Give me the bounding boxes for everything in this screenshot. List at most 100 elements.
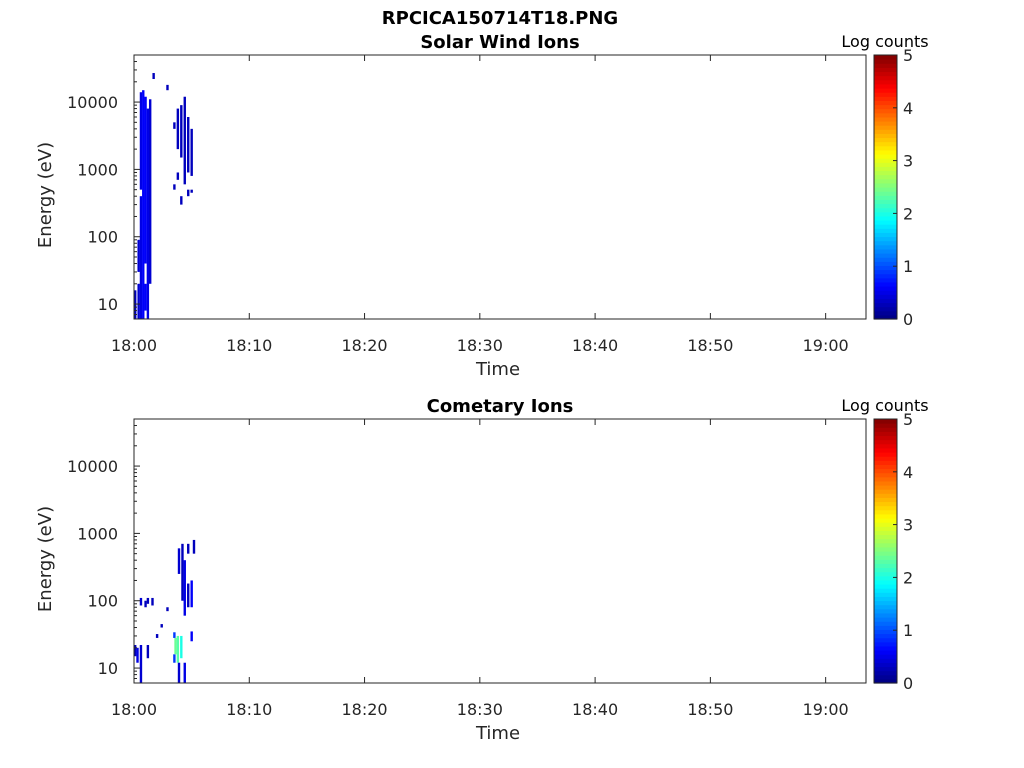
x-tick-label: 18:10 [226,700,272,719]
colorbar-segment [874,100,897,106]
spectrogram-cell [187,583,190,608]
spectrogram-cell [146,597,150,604]
x-tick-label: 19:00 [803,700,849,719]
colorbar-segment [874,286,897,291]
y-tick-label: 10000 [67,457,118,476]
y-tick-label: 100 [87,228,118,247]
colorbar-segment [874,215,897,221]
colorbar-segment [874,579,897,585]
colorbar-segment [874,493,897,498]
colorbar-segment [874,563,897,569]
colorbar-segment [874,658,897,663]
colorbar-segment [874,509,897,515]
x-tick-label: 18:00 [111,336,157,355]
spectrogram-cell [177,662,181,683]
colorbar-segment [874,211,897,217]
colorbar-segment [874,530,897,536]
colorbar-segment [874,261,897,266]
colorbar-segment [874,476,897,482]
spectrogram-cell [137,239,140,272]
colorbar-segment [874,596,897,602]
spectrogram-cell [181,543,184,601]
colorbar-segment [874,431,897,437]
colorbar-segment [874,290,897,295]
spectrogram-cell [190,128,193,176]
colorbar-segment [874,419,897,424]
colorbar-segment [874,464,897,470]
colorbar-segment [874,170,897,176]
colorbar-segment [874,116,897,122]
colorbar-segment [874,88,897,93]
colorbar-segment [874,195,897,200]
colorbar-segment [874,71,897,77]
colorbar-segment [874,232,897,238]
spectrogram-cell [155,634,159,638]
spectrogram-cell [137,283,140,319]
x-tick-label: 18:20 [341,336,387,355]
colorbar-segment [874,220,897,225]
x-tick-label: 18:10 [226,336,272,355]
colorbar-segment [874,427,897,432]
y-tick-label: 10 [98,659,118,678]
colorbar-segment [874,298,897,304]
colorbar-label: Log counts [841,32,928,51]
spectrogram-cell [176,108,180,150]
colorbar-segment [874,244,897,250]
colorbar-segment [874,604,897,610]
colorbar-segment [874,522,897,527]
colorbar-segment [874,141,897,147]
colorbar-segment [874,277,897,283]
spectrogram-cell [180,635,183,659]
colorbar-segment [874,468,897,474]
spectrogram-cell [176,635,180,663]
plot-frame [133,418,867,684]
colorbar-segment [874,129,897,134]
spectrogram-cell [180,196,183,205]
colorbar-segment [874,538,897,544]
spectrogram-cell [190,580,193,608]
panel-2: 18:00 18:10 18:20 18:30 18:40 18:50 19:0010100… [35,396,929,744]
colorbar-segment [874,662,897,668]
colorbar-segment [874,588,897,593]
colorbar-segment [874,497,897,503]
colorbar-segment [874,248,897,254]
colorbar-segment [874,149,897,155]
colorbar-segment [874,67,897,73]
plot-frame [133,54,867,320]
colorbar-segment [874,182,897,188]
colorbar-segment [874,542,897,548]
colorbar-frame [873,54,898,320]
panel-1: 18:00 18:10 18:20 18:30 18:40 18:50 19:0010100… [35,32,929,380]
colorbar-segment [874,452,897,457]
colorbar-segment [874,125,897,130]
colorbar-segment [874,294,897,299]
colorbar-segment [874,666,897,672]
colorbar-segment [874,423,897,428]
spectrogram-cell [136,647,139,663]
colorbar-segment [874,281,897,287]
colorbar-segment [874,480,897,486]
x-tick-label: 18:30 [457,700,503,719]
x-tick-label: 18:20 [341,700,387,719]
colorbar-segment [874,63,897,68]
colorbar-segment [874,154,897,159]
x-tick-label: 18:40 [572,700,618,719]
colorbar-segment [874,489,897,494]
colorbar-segment [874,575,897,581]
colorbar-tick-label: 0 [903,310,913,329]
colorbar-segment [874,633,897,639]
spectrogram-cell [183,662,186,683]
colorbar-segment [874,621,897,626]
colorbar-tick-label: 1 [903,257,913,276]
colorbar-segment [874,612,897,618]
colorbar-segment [874,670,897,676]
colorbar-segment [874,162,897,167]
spectrogram-cell [166,607,169,612]
colorbar-segment [874,187,897,192]
spectrogram-cell [183,560,186,616]
colorbar-segment [874,559,897,564]
spectrogram-cell [187,543,190,554]
spectrogram-cell [187,117,190,173]
spectrogram-cell [192,539,196,554]
